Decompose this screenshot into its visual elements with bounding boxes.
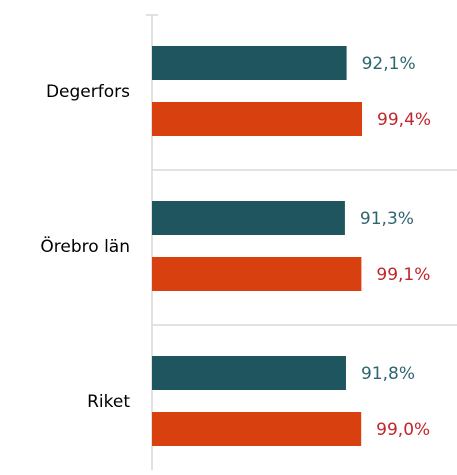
category-label: Degerfors [46,82,130,102]
value-label: 99,1% [376,265,430,285]
value-label: 91,8% [361,364,415,384]
bar [152,257,362,291]
category-label: Örebro län [40,235,130,257]
bar [152,102,363,136]
bar [152,201,345,235]
value-label: 92,1% [362,54,416,74]
value-label: 99,4% [377,110,431,130]
category-label: Riket [87,392,130,412]
bar [152,46,347,80]
bar [152,356,346,390]
value-label: 99,0% [376,420,430,440]
bar [152,412,362,446]
value-label: 91,3% [360,209,414,229]
